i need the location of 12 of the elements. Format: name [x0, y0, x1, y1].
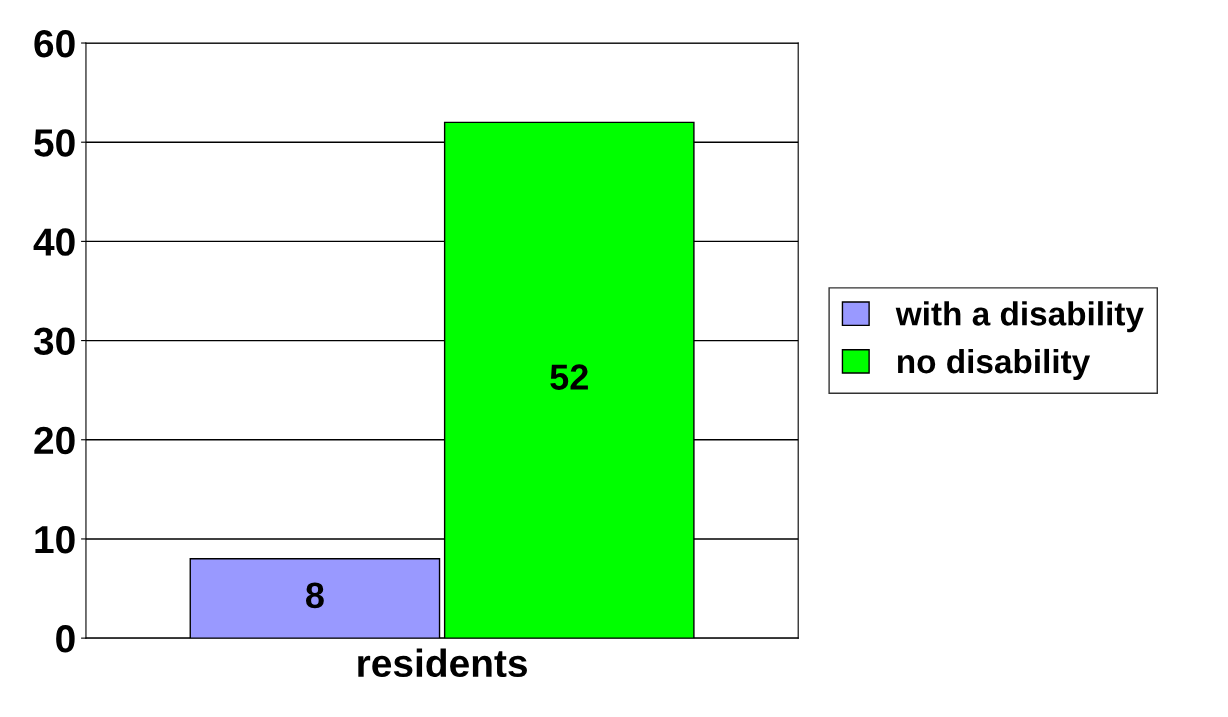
- y-tick-label: 0: [56, 625, 75, 653]
- data-label: 52: [550, 364, 588, 390]
- legend-label: with a disability: [895, 301, 1144, 333]
- x-axis-title: residents: [358, 648, 527, 678]
- y-tick-label: 20: [34, 426, 75, 455]
- legend-label: no disability: [897, 348, 1091, 380]
- data-label: 8: [306, 582, 324, 609]
- y-tick-label: 50: [34, 129, 75, 157]
- y-tick-label: 60: [34, 29, 75, 58]
- y-tick-label: 30: [33, 327, 75, 356]
- y-tick-label: 40: [33, 228, 75, 256]
- y-tick-label: 10: [35, 525, 75, 554]
